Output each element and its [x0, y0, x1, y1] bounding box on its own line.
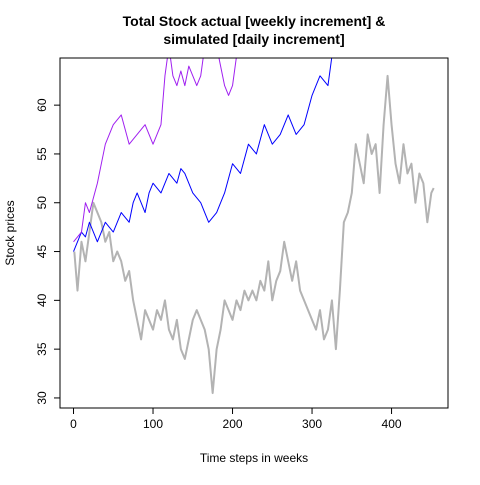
y-tick-label: 40: [35, 293, 49, 307]
y-tick-label: 55: [35, 147, 49, 161]
y-axis-label: Stock prices: [3, 200, 17, 265]
series-line: [73, 58, 237, 243]
x-tick-label: 400: [382, 417, 402, 431]
y-tick-label: 30: [35, 391, 49, 405]
y-tick-label: 45: [35, 245, 49, 259]
plot-area: [73, 58, 435, 395]
chart-title: Total Stock actual [weekly increment] &: [123, 13, 386, 29]
x-tick-label: 300: [302, 417, 322, 431]
x-axis-label: Time steps in weeks: [200, 451, 308, 465]
series-line: [73, 58, 333, 252]
y-tick-label: 60: [35, 98, 49, 112]
x-tick-label: 100: [143, 417, 163, 431]
y-tick-label: 35: [35, 342, 49, 356]
x-tick-label: 0: [70, 417, 77, 431]
x-tick-label: 200: [223, 417, 243, 431]
y-tick-label: 50: [35, 196, 49, 210]
series-line: [73, 74, 435, 395]
chart-title: simulated [daily increment]: [163, 31, 344, 47]
